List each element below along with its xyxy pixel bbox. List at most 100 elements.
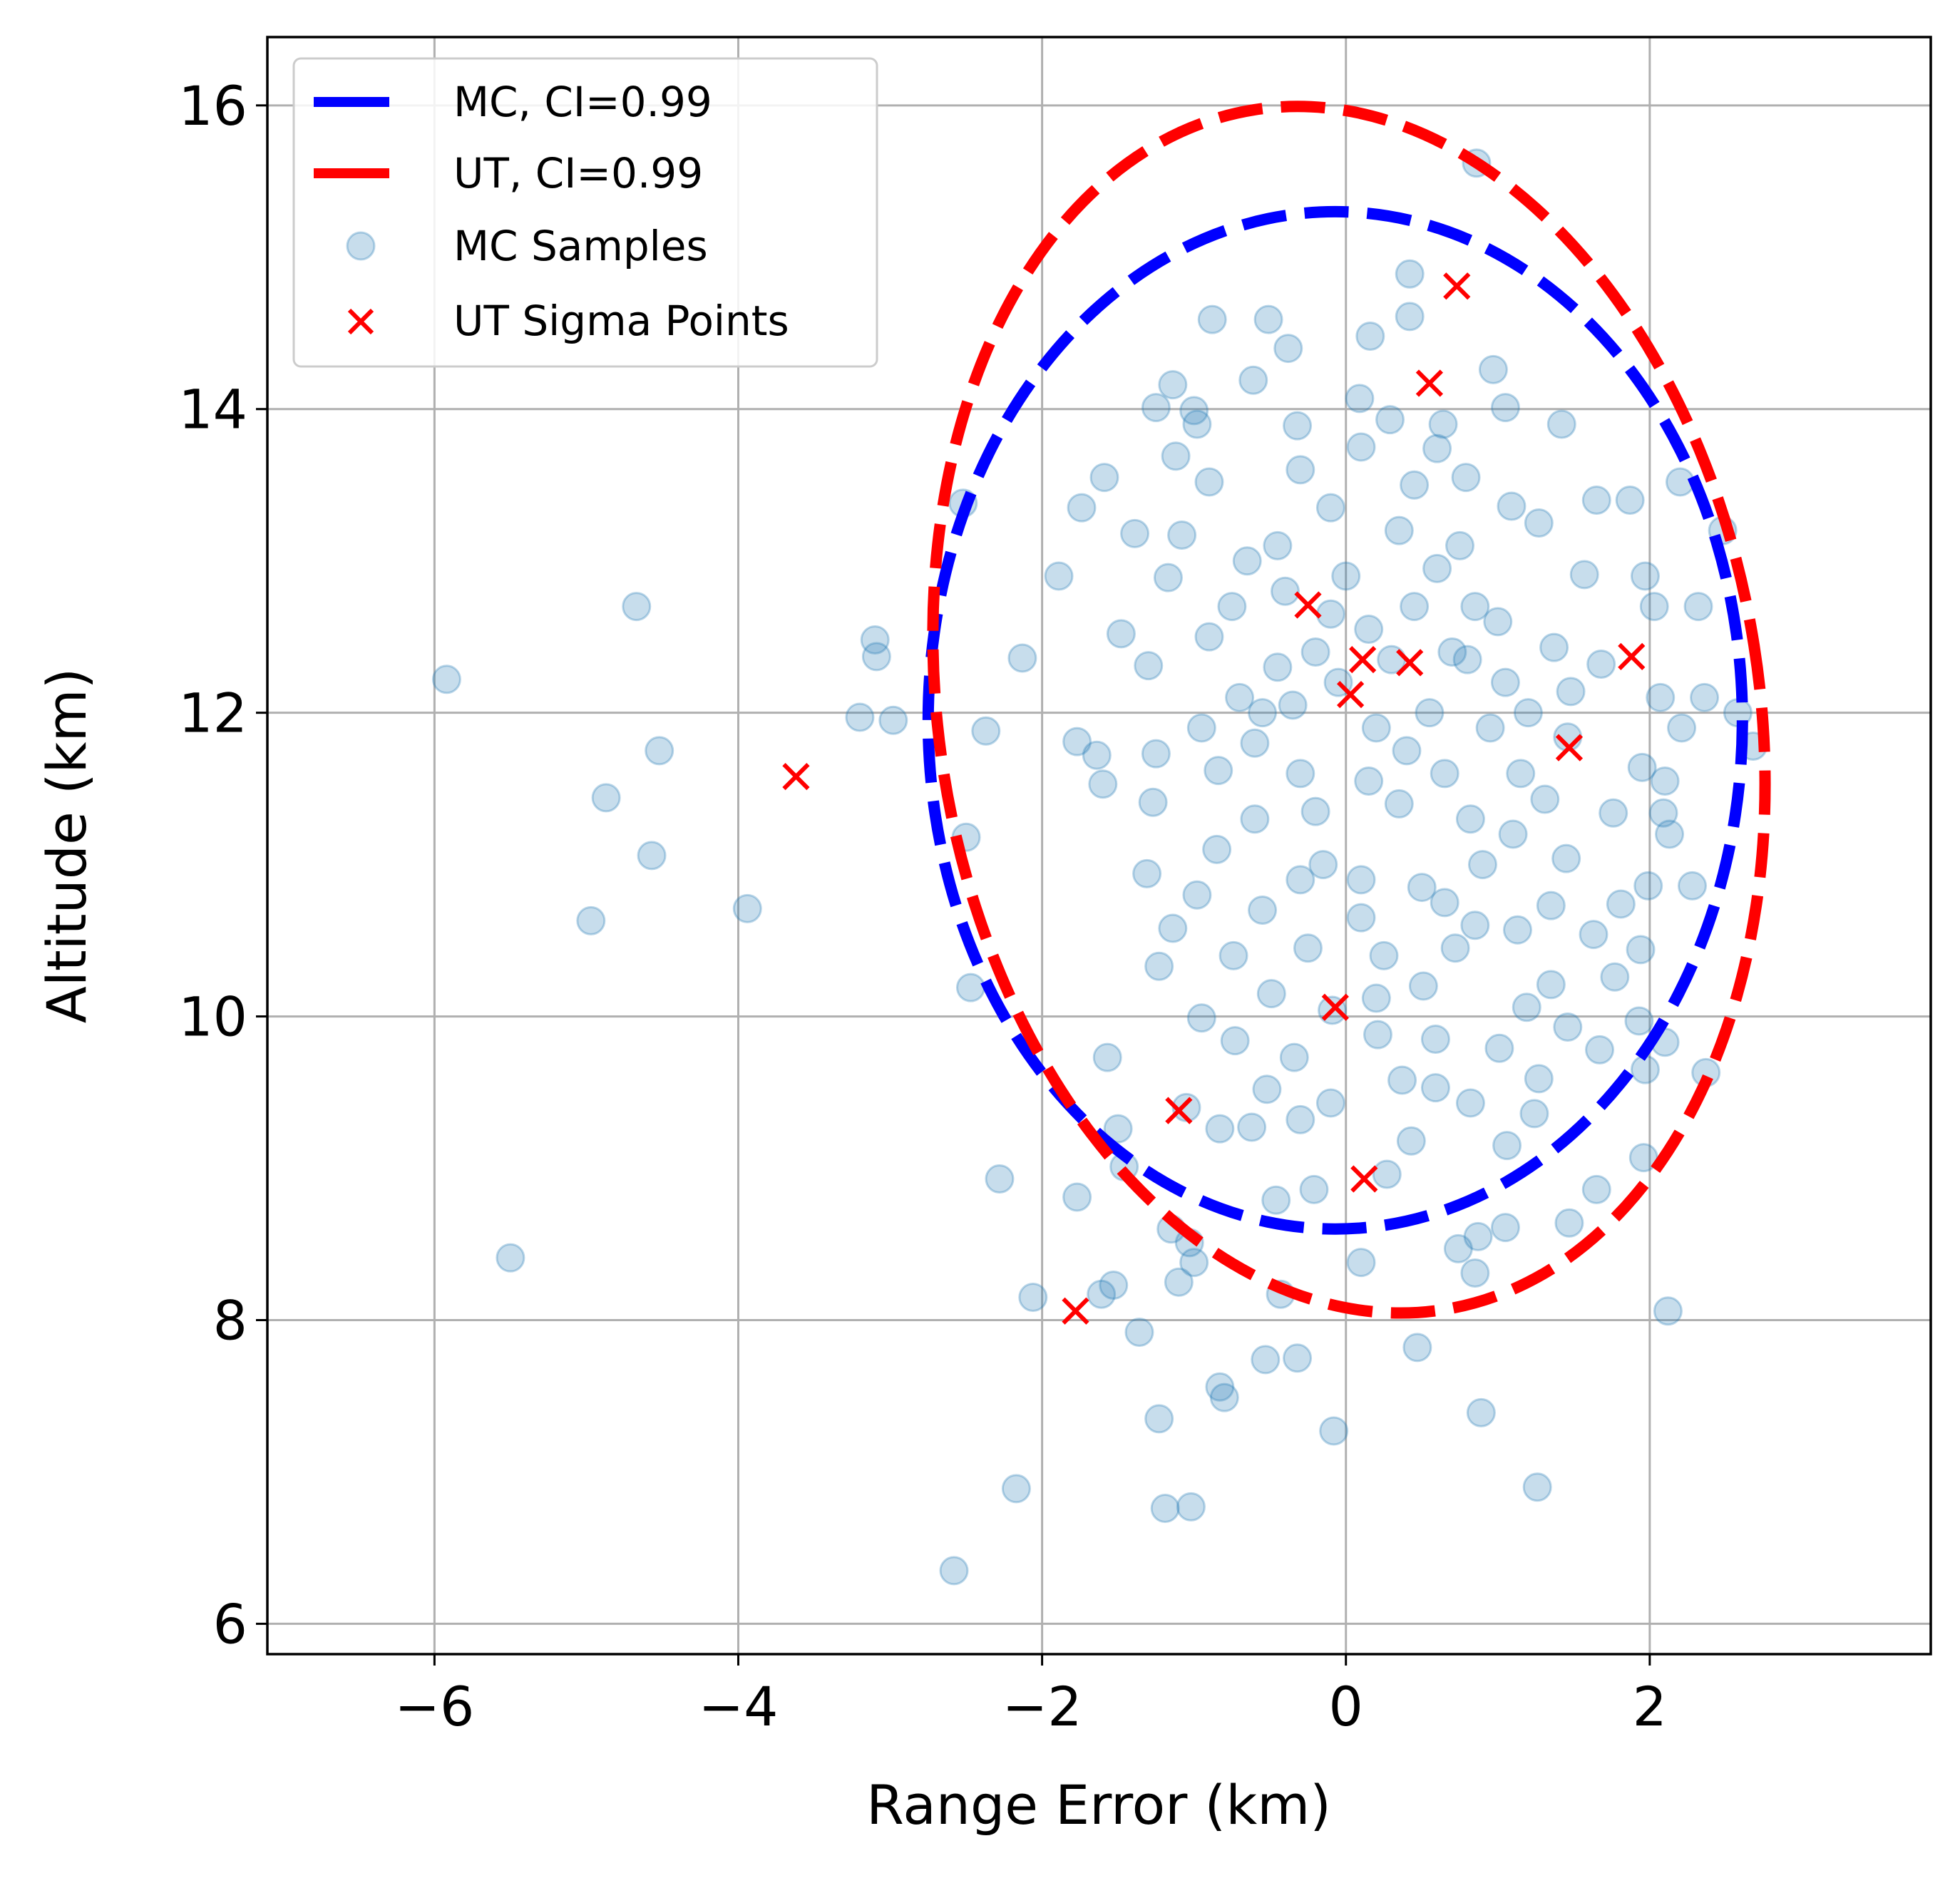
ut-sigma-point — [1396, 649, 1424, 677]
mc-sample-point — [1263, 652, 1293, 682]
mc-sample-point — [1252, 1074, 1282, 1104]
mc-sample-point — [1186, 713, 1216, 743]
mc-sample-point — [1167, 520, 1197, 550]
mc-sample-point — [1067, 493, 1097, 523]
mc-sample-point — [1182, 409, 1212, 439]
mc-sample-point — [1209, 1382, 1239, 1412]
mc-sample-point — [1483, 607, 1513, 637]
mc-sample-point — [1106, 619, 1136, 649]
mc-sample-point — [1600, 962, 1630, 992]
mc-sample-point — [1238, 365, 1268, 395]
mc-sample-point — [1205, 1372, 1235, 1402]
mc-sample-point — [1395, 259, 1425, 289]
y-tick-label: 16 — [178, 74, 247, 138]
mc-sample-point — [1124, 1318, 1154, 1348]
mc-confidence-ellipse — [922, 205, 1748, 1235]
mc-sample-point — [1430, 888, 1459, 918]
mc-sample-point — [1463, 1221, 1493, 1251]
mc-sample-point — [622, 592, 652, 622]
mc-sample-point — [1579, 920, 1608, 950]
mc-sample-point — [1346, 865, 1376, 895]
mc-sample-point — [1502, 915, 1532, 945]
mc-sample-point — [1179, 396, 1209, 426]
mc-sample-point — [1553, 1012, 1583, 1042]
mc-sample-point — [1089, 463, 1119, 493]
mc-sample-point — [1407, 873, 1437, 903]
mc-sample-point — [1278, 690, 1308, 720]
plot-frame — [266, 36, 1932, 1656]
mc-sample-point — [1197, 304, 1227, 334]
mc-sample-point — [1519, 1099, 1549, 1129]
x-tick-label: −6 — [394, 1675, 474, 1738]
mc-sample-point — [1273, 334, 1303, 364]
mc-sample-point — [1599, 798, 1628, 828]
mc-sample-point — [1490, 667, 1520, 697]
mc-sample-point — [1218, 940, 1248, 970]
mc-sample-point — [1153, 563, 1183, 592]
mc-sample-point — [1630, 561, 1660, 591]
y-tick-label: 8 — [213, 1288, 247, 1352]
mc-sample-point — [1443, 1233, 1473, 1263]
mc-sample-point — [1194, 622, 1224, 652]
mc-sample-point — [1690, 682, 1720, 712]
mc-sample-point — [591, 783, 621, 813]
mc-samples-layer — [431, 148, 1768, 1586]
mc-sample-point — [1164, 1267, 1194, 1297]
mc-sample-point — [1319, 1416, 1349, 1446]
mc-sample-point — [1158, 370, 1188, 400]
mc-sample-point — [1345, 384, 1375, 414]
mc-sample-point — [1205, 1114, 1235, 1144]
mc-sample-point — [860, 625, 890, 655]
y-tick-label: 6 — [213, 1592, 247, 1656]
mc-sample-point — [1186, 1003, 1216, 1033]
mc-sample-point — [1263, 530, 1293, 560]
mc-sample-point — [845, 702, 875, 732]
y-tick-label: 14 — [178, 378, 247, 441]
x-tick-label: 2 — [1633, 1675, 1667, 1738]
mc-sample-point — [1204, 756, 1233, 786]
mc-sample-point — [1650, 766, 1680, 796]
ut-sigma-points-layer — [782, 272, 1646, 1325]
mc-sample-point — [1182, 880, 1212, 910]
mc-sample-point — [1667, 713, 1697, 743]
mc-sample-point — [1512, 992, 1541, 1022]
mc-sample-point — [1451, 463, 1481, 493]
mc-sample-point — [1677, 871, 1707, 901]
mc-sample-point — [1420, 1025, 1450, 1055]
mc-sample-point — [1536, 891, 1566, 920]
mc-sample-point — [1299, 1174, 1329, 1204]
mc-sample-point — [1498, 819, 1528, 849]
mc-sample-point — [1062, 727, 1092, 756]
mc-sample-point — [1283, 1343, 1313, 1373]
mc-sample-point — [1655, 819, 1685, 849]
x-axis-label: Range Error (km) — [866, 1773, 1331, 1837]
mc-sample-point — [1440, 933, 1470, 963]
mc-sample-point — [1240, 728, 1270, 758]
mc-sample-point — [1099, 1271, 1129, 1301]
mc-sample-point — [1546, 409, 1576, 439]
mc-sample-point — [1606, 889, 1636, 919]
mc-sample-point — [1646, 682, 1676, 712]
x-axis-ticks: −6 −4 −2 0 2 — [394, 1654, 1667, 1738]
mc-sample-point — [1430, 759, 1459, 789]
mc-sample-point — [1092, 1042, 1122, 1072]
mc-sample-point — [1372, 1159, 1402, 1189]
mc-sample-point — [1300, 796, 1330, 826]
mc-sample-point — [1415, 698, 1445, 728]
mc-sample-point — [1639, 592, 1669, 622]
legend-label-mc-ellipse: MC, CI=0.99 — [453, 78, 712, 126]
mc-sample-point — [1144, 951, 1174, 981]
mc-sample-point — [1283, 411, 1313, 441]
mc-sample-point — [1315, 493, 1345, 523]
mc-sample-point — [1363, 1020, 1392, 1050]
mc-sample-point — [1653, 1296, 1683, 1326]
mc-sample-point — [939, 1556, 969, 1586]
mc-sample-point — [1150, 1494, 1180, 1524]
mc-sample-point — [1103, 1114, 1133, 1144]
mc-sample-point — [1490, 1213, 1520, 1243]
mc-sample-point — [496, 1243, 525, 1273]
mc-sample-point — [732, 893, 762, 923]
mc-sample-point — [861, 642, 891, 672]
mc-sample-point — [1308, 850, 1338, 880]
